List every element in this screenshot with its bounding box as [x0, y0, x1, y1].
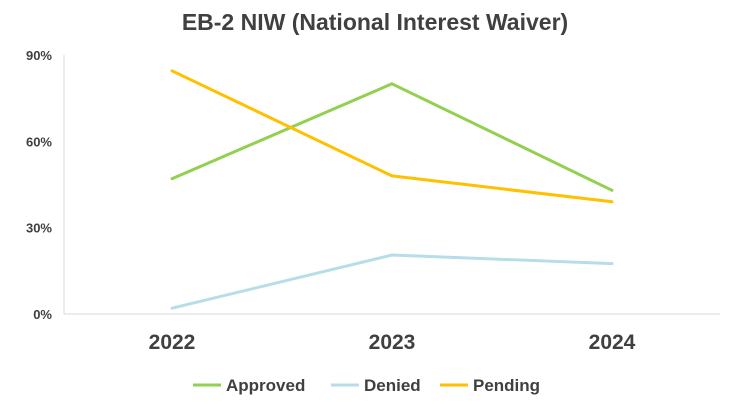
x-tick-label: 2022: [149, 331, 196, 354]
series-lines: [170, 69, 614, 310]
legend-label-denied: Denied: [364, 376, 421, 395]
series-line-pending: [170, 69, 614, 204]
y-tick-label: 90%: [26, 48, 52, 63]
y-tick-label: 60%: [26, 134, 52, 149]
x-tick-labels: 2022 2023 2024: [149, 331, 636, 354]
y-tick-labels: 0% 30% 60% 90%: [26, 48, 52, 322]
chart-title: EB-2 NIW (National Interest Waiver): [182, 9, 568, 35]
axes: [63, 55, 720, 315]
series-line-denied: [170, 253, 614, 310]
y-tick-label: 30%: [26, 221, 52, 236]
legend: Approved Denied Pending: [193, 376, 540, 395]
x-tick-label: 2023: [369, 331, 416, 354]
legend-label-pending: Pending: [473, 376, 540, 395]
legend-label-approved: Approved: [226, 376, 305, 395]
series-line-approved: [170, 82, 614, 192]
x-tick-label: 2024: [589, 331, 636, 354]
y-tick-label: 0%: [33, 307, 52, 322]
